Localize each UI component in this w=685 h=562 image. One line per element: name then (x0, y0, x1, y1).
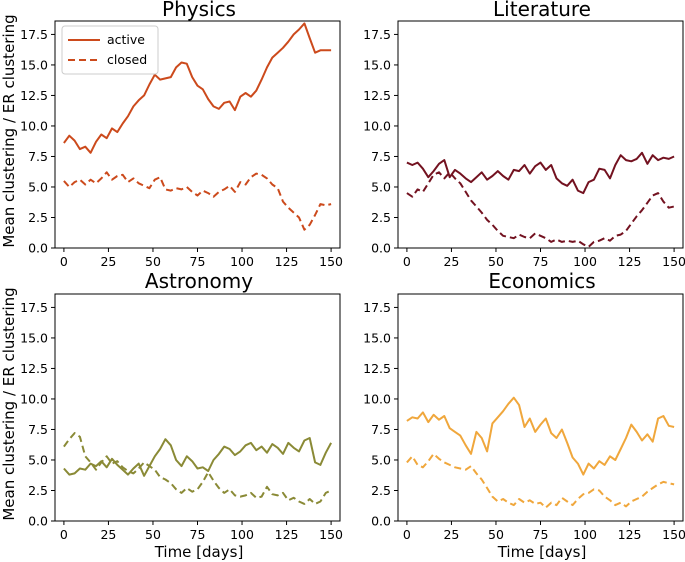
series-line-closed (406, 452, 675, 509)
x-tick-label: 25 (443, 527, 459, 542)
x-tick-label: 100 (230, 254, 254, 269)
y-axis-label-top: Mean clustering / ER clustering (0, 14, 18, 247)
y-tick-label: 7.5 (371, 149, 391, 164)
x-tick-label: 100 (573, 527, 597, 542)
x-tick-label: 50 (488, 254, 504, 269)
series-line-active (63, 22, 332, 154)
y-tick-label: 10.0 (363, 118, 391, 133)
x-axis-label-left: Time [days] (154, 543, 244, 561)
x-tick-label: 150 (662, 254, 685, 269)
x-tick-label: 75 (190, 527, 206, 542)
series-line-active (63, 437, 332, 477)
x-tick-label: 125 (275, 254, 299, 269)
panel-astronomy: Astronomy 0 25 50 75 100 125 150 0.0 2.5 5.0 7.5 10… (20, 269, 343, 542)
legend-frame (61, 25, 159, 75)
y-tick-label: 5.0 (28, 179, 48, 194)
panel-literature: Literature 0 25 50 75 100 125 150 0.0 2.5 5.0 7.5 1… (363, 0, 685, 269)
legend-label-active: active (107, 32, 145, 47)
x-axis-label-right: Time [days] (497, 543, 587, 561)
x-tick-label: 125 (618, 527, 642, 542)
x-tick-label: 75 (190, 254, 206, 269)
x-tick-label: 150 (319, 527, 343, 542)
y-tick-label: 15.0 (363, 330, 391, 345)
legend: active closed (61, 25, 159, 75)
x-tick-label: 0 (403, 527, 411, 542)
y-tick-label: 7.5 (28, 422, 48, 437)
x-tick-label: 75 (533, 254, 549, 269)
plot-frame (397, 20, 684, 249)
x-tick-label: 75 (533, 527, 549, 542)
y-tick-label: 10.0 (20, 118, 48, 133)
panel-title: Literature (493, 0, 591, 21)
y-tick-label: 17.5 (363, 300, 391, 315)
y-tick-label: 10.0 (363, 391, 391, 406)
series-line-active (406, 151, 675, 195)
x-tick-label: 25 (100, 254, 116, 269)
y-tick-label: 17.5 (363, 27, 391, 42)
y-tick-label: 5.0 (28, 452, 48, 467)
x-tick-label: 25 (443, 254, 459, 269)
x-tick-label: 0 (403, 254, 411, 269)
y-tick-label: 12.5 (20, 88, 48, 103)
y-tick-label: 0.0 (371, 514, 391, 529)
series-line-closed (406, 171, 675, 248)
panel-title: Economics (488, 269, 595, 293)
x-tick-label: 125 (275, 527, 299, 542)
y-tick-label: 0.0 (28, 514, 48, 529)
x-tick-label: 100 (573, 254, 597, 269)
y-tick-label: 10.0 (20, 391, 48, 406)
plot-frame (54, 293, 341, 522)
y-tick-label: 5.0 (371, 452, 391, 467)
y-tick-label: 7.5 (371, 422, 391, 437)
y-tick-label: 17.5 (20, 27, 48, 42)
series-line-closed (63, 171, 332, 231)
x-tick-label: 50 (488, 527, 504, 542)
x-tick-label: 125 (618, 254, 642, 269)
y-tick-label: 12.5 (363, 361, 391, 376)
y-tick-label: 5.0 (371, 179, 391, 194)
x-tick-label: 100 (230, 527, 254, 542)
y-axis-label-bottom: Mean clustering / ER clustering (0, 287, 18, 520)
y-tick-label: 12.5 (20, 361, 48, 376)
y-tick-label: 15.0 (20, 57, 48, 72)
legend-label-closed: closed (107, 52, 147, 67)
y-tick-label: 15.0 (20, 330, 48, 345)
plot-frame (397, 293, 684, 522)
panel-title: Physics (162, 0, 236, 21)
panel-economics: Economics 0 25 50 75 100 125 150 0.0 2.5 5.0 7.5 10… (363, 269, 685, 542)
x-tick-label: 50 (145, 527, 161, 542)
x-tick-label: 150 (662, 527, 685, 542)
y-tick-label: 2.5 (28, 210, 48, 225)
y-tick-label: 7.5 (28, 149, 48, 164)
panel-title: Astronomy (145, 269, 253, 293)
y-tick-label: 15.0 (363, 57, 391, 72)
y-tick-label: 2.5 (371, 483, 391, 498)
series-line-active (406, 396, 675, 476)
x-tick-label: 0 (60, 527, 68, 542)
x-tick-label: 25 (100, 527, 116, 542)
y-tick-label: 2.5 (371, 210, 391, 225)
y-tick-label: 12.5 (363, 88, 391, 103)
y-tick-label: 2.5 (28, 483, 48, 498)
panel-physics: Physics 0 25 50 75 100 125 150 0.0 2.5 5.0 7.5 10.0… (20, 0, 343, 269)
x-tick-label: 150 (319, 254, 343, 269)
y-tick-label: 17.5 (20, 300, 48, 315)
y-tick-label: 0.0 (28, 241, 48, 256)
y-tick-label: 0.0 (371, 241, 391, 256)
series-line-closed (63, 432, 332, 505)
x-tick-label: 0 (60, 254, 68, 269)
x-tick-label: 50 (145, 254, 161, 269)
